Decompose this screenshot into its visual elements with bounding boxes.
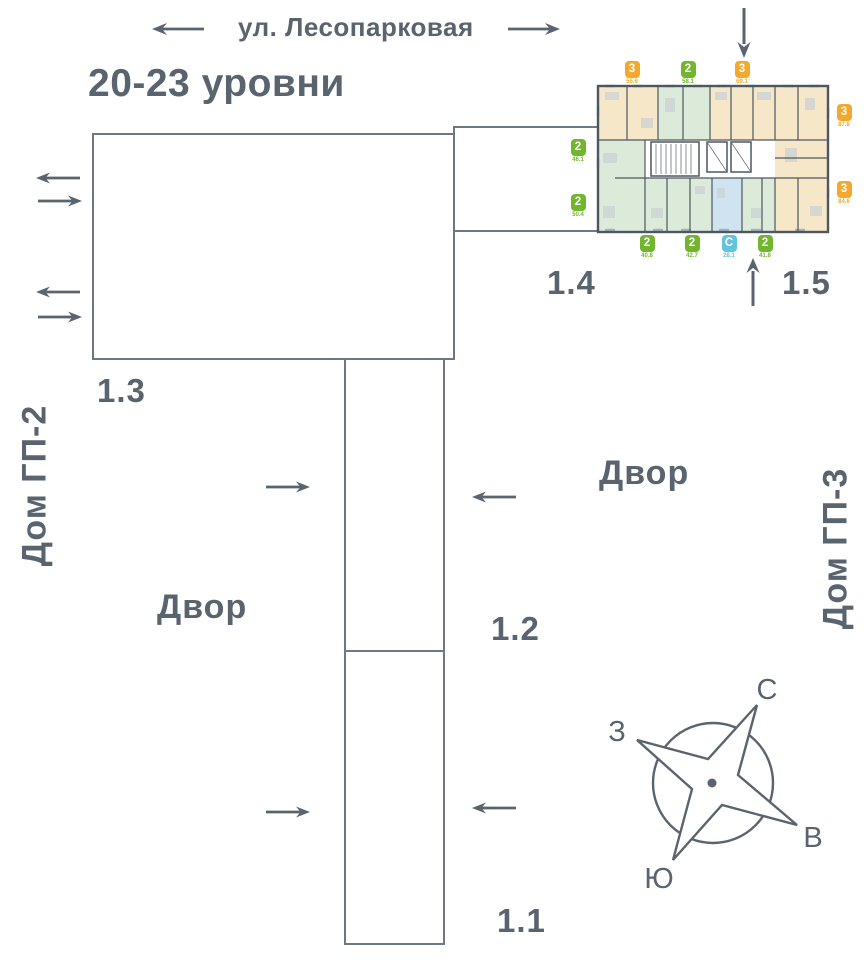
apartment-badge[interactable]: 2 40.8 bbox=[639, 235, 655, 259]
entrance-arrow-right-icon bbox=[266, 481, 310, 493]
entrance-arrow-right-icon bbox=[38, 311, 82, 323]
entrance-arrow-left-icon bbox=[472, 802, 516, 814]
house-label-gp3: Дом ГП-3 bbox=[816, 467, 855, 630]
street-arrow-right-icon bbox=[508, 23, 560, 35]
entrance-arrow-down-icon bbox=[737, 8, 751, 58]
section-label-1-4: 1.4 bbox=[547, 264, 596, 301]
entrance-arrow-left-icon bbox=[472, 491, 516, 503]
apartment-badge[interactable]: 2 41.8 bbox=[757, 235, 773, 259]
section-label-1-5: 1.5 bbox=[782, 264, 831, 301]
entrance-arrow-left-icon bbox=[36, 172, 80, 184]
compass-center-dot bbox=[707, 778, 717, 788]
entrance-arrow-right-icon bbox=[38, 195, 82, 207]
section-label-1-3: 1.3 bbox=[97, 372, 146, 409]
apartment-badge[interactable]: 2 42.7 bbox=[684, 235, 700, 259]
yard-label-right: Двор bbox=[599, 454, 690, 492]
compass-north-label: С bbox=[757, 674, 778, 706]
building-1-1-footprint[interactable] bbox=[344, 650, 445, 945]
section-label-1-2: 1.2 bbox=[491, 610, 540, 647]
entrance-arrow-up-icon bbox=[746, 258, 760, 306]
compass-east-label: В bbox=[803, 822, 822, 854]
building-1-2-footprint[interactable] bbox=[344, 358, 445, 652]
street-name: ул. Лесопарковая bbox=[238, 12, 474, 42]
floorplan-building-1-5[interactable] bbox=[555, 58, 866, 268]
house-label-gp2: Дом ГП-2 bbox=[15, 404, 54, 567]
apartment-badge[interactable]: 3 87.8 bbox=[836, 104, 852, 128]
apartment-badge[interactable]: 2 58.1 bbox=[680, 61, 696, 85]
apartment-badge[interactable]: 2 46.1 bbox=[570, 139, 586, 163]
apartment-badge[interactable]: 3 84.6 bbox=[836, 181, 852, 205]
apartment-badge[interactable]: С 28.1 bbox=[721, 235, 737, 259]
section-label-1-1: 1.1 bbox=[497, 902, 546, 939]
building-1-3-footprint[interactable] bbox=[92, 133, 455, 360]
yard-label-left: Двор bbox=[157, 588, 248, 626]
entrance-arrow-right-icon bbox=[266, 806, 310, 818]
street-arrow-left-icon bbox=[152, 23, 204, 35]
compass-west-label: З bbox=[608, 716, 626, 748]
apartment-badge[interactable]: 3 55.6 bbox=[624, 61, 640, 85]
compass-rose: С З В Ю bbox=[608, 674, 822, 895]
stair-core bbox=[650, 141, 752, 177]
page-title: 20-23 уровни bbox=[88, 62, 345, 105]
outer-wall bbox=[596, 84, 830, 234]
apartment-badge[interactable]: 2 50.4 bbox=[570, 194, 586, 218]
compass-star bbox=[636, 704, 798, 861]
entrance-arrow-left-icon bbox=[36, 286, 80, 298]
compass-south-label: Ю bbox=[644, 863, 673, 895]
apartment-badge[interactable]: 3 69.1 bbox=[734, 61, 750, 85]
partition-walls bbox=[598, 86, 828, 232]
